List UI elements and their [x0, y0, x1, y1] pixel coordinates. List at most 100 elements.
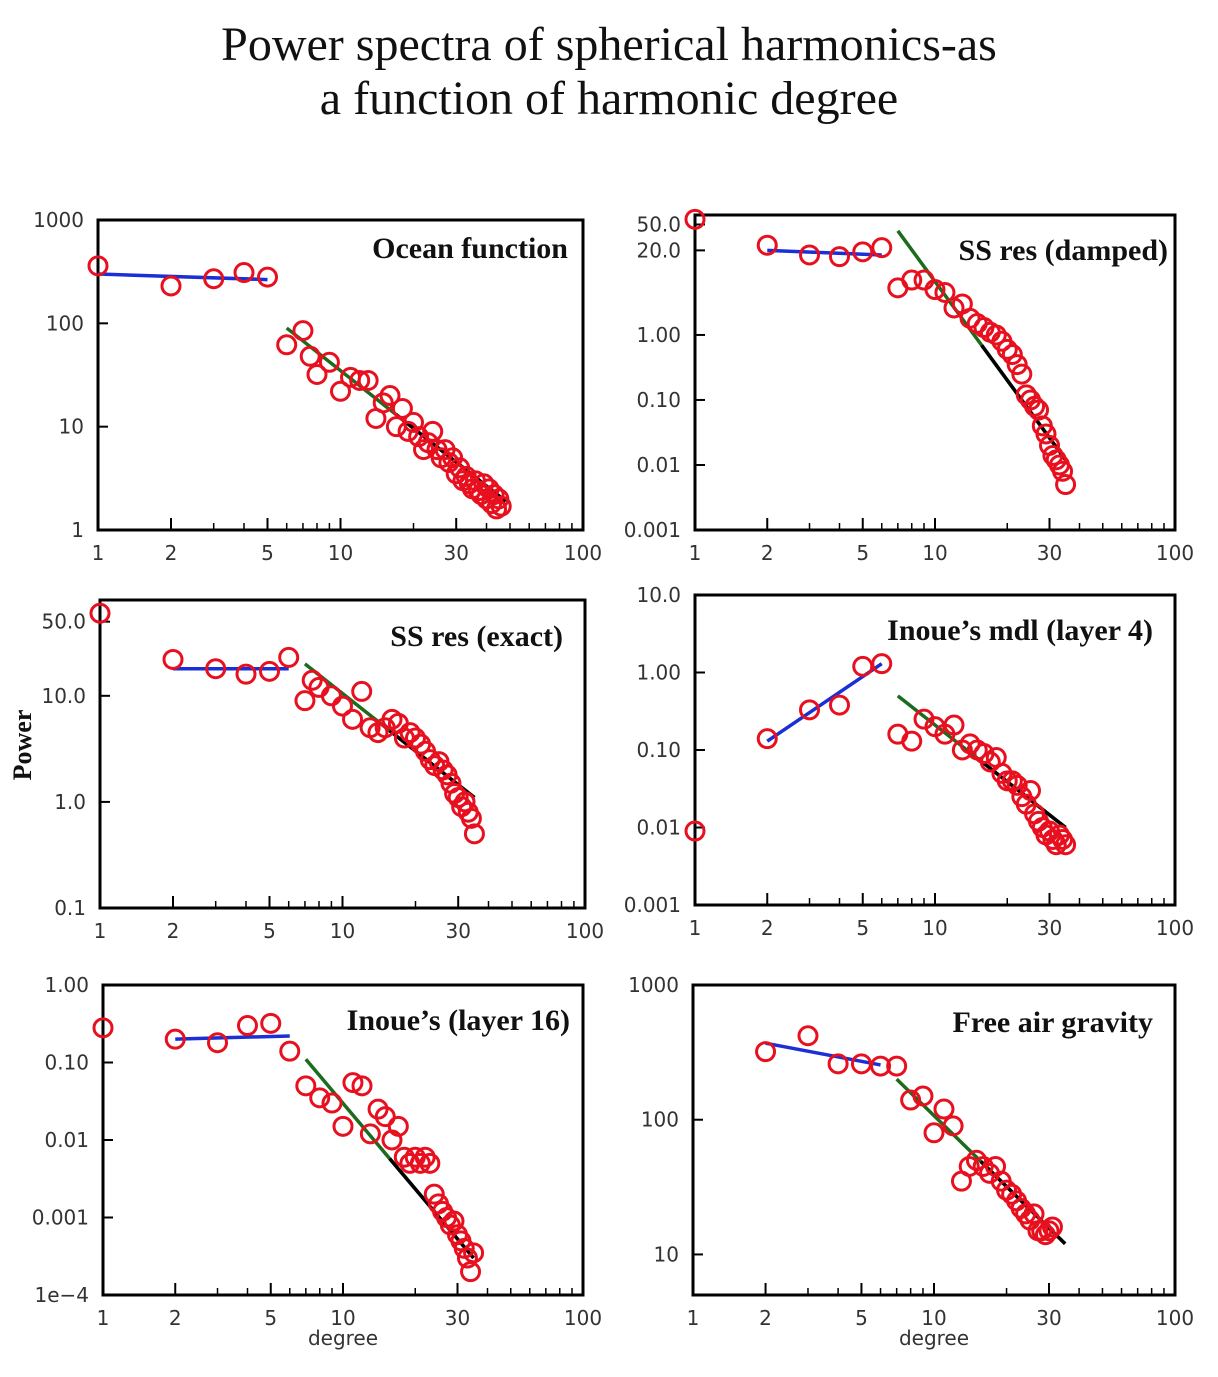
data-point	[1031, 1220, 1053, 1242]
x-tick-label: 100	[566, 919, 604, 943]
x-tick-label: 10	[921, 1306, 946, 1330]
y-tick-label: 0.01	[636, 453, 681, 477]
y-tick-label: 1e−4	[34, 1283, 89, 1307]
data-point	[755, 1041, 777, 1063]
data-point	[463, 823, 485, 845]
panel-title: Ocean function	[372, 232, 568, 265]
data-point	[332, 1115, 354, 1137]
data-point	[443, 1210, 465, 1232]
data-point	[799, 699, 821, 721]
data-point	[321, 1092, 343, 1114]
data-point	[852, 655, 874, 677]
y-tick-label: 100	[641, 1108, 679, 1132]
y-tick-label: 50.0	[41, 610, 86, 634]
fit-line-low	[175, 1034, 290, 1041]
figure-title: Power spectra of spherical harmonics-as …	[0, 18, 1218, 126]
y-tick-label: 1000	[33, 208, 84, 232]
y-tick-label: 50.0	[636, 213, 681, 237]
data-point	[799, 244, 821, 266]
data-point	[306, 363, 328, 385]
fit-line-low	[765, 1041, 881, 1067]
data-point	[797, 1025, 819, 1047]
y-tick-label: 0.10	[636, 388, 681, 412]
data-point	[423, 1183, 445, 1205]
data-point	[1041, 1216, 1063, 1238]
y-tick-label: 1.00	[636, 323, 681, 347]
x-tick-label: 2	[169, 1306, 182, 1330]
x-tick-label: 2	[759, 1306, 772, 1330]
data-point	[399, 722, 421, 744]
data-point	[1055, 834, 1077, 856]
title-line-2: a function of harmonic degree	[319, 72, 899, 125]
data-point	[235, 663, 257, 685]
data-point	[233, 262, 255, 284]
x-tick-label: 100	[1156, 1306, 1194, 1330]
data-point	[203, 268, 225, 290]
x-tick-label: 2	[165, 541, 178, 565]
x-tick-label: 1	[92, 541, 105, 565]
data-point	[402, 411, 424, 433]
data-point	[330, 380, 351, 402]
data-point	[456, 1247, 478, 1269]
data-point	[827, 1053, 849, 1075]
data-point	[1024, 395, 1046, 417]
data-point	[349, 369, 371, 391]
data-point	[294, 690, 316, 712]
y-tick-label: 1	[71, 518, 84, 542]
x-tick-label: 1	[97, 1306, 110, 1330]
data-point	[260, 1012, 282, 1034]
data-point	[387, 1115, 409, 1137]
x-tick-label: 30	[1036, 1306, 1061, 1330]
x-tick-label: 30	[443, 541, 468, 565]
data-point	[933, 1098, 955, 1120]
data-point	[1006, 774, 1028, 796]
data-point	[870, 1055, 892, 1077]
data-point	[162, 648, 184, 670]
x-tick-label: 100	[564, 1306, 602, 1330]
data-point	[92, 1017, 114, 1039]
data-point	[359, 1123, 381, 1145]
x-tick-label: 1	[687, 1306, 700, 1330]
y-tick-label: 0.01	[636, 816, 681, 840]
x-tick-label: 5	[855, 1306, 868, 1330]
panel-title: SS res (exact)	[390, 620, 563, 653]
data-point	[996, 338, 1018, 360]
data-point	[1055, 474, 1077, 496]
x-tick-label: 2	[761, 916, 774, 940]
y-tick-label: 10	[59, 415, 84, 439]
data-point	[985, 324, 1007, 346]
y-tick-label: 0.10	[44, 1051, 89, 1075]
data-point	[207, 1032, 229, 1054]
data-point	[357, 369, 379, 391]
data-point	[828, 246, 850, 268]
y-tick-label: 0.001	[32, 1206, 89, 1230]
x-tick-label: 5	[261, 541, 274, 565]
y-tick-label: 10	[654, 1242, 679, 1266]
y-tick-label: 0.1	[54, 896, 86, 920]
data-point	[89, 602, 111, 624]
y-tick-label: 0.001	[624, 518, 681, 542]
data-point	[160, 275, 182, 297]
data-point	[1011, 363, 1033, 385]
x-tick-label: 2	[167, 919, 180, 943]
data-point	[205, 658, 227, 680]
x-tick-label: 30	[445, 919, 470, 943]
fit-line-low	[767, 248, 882, 257]
y-tick-label: 100	[46, 311, 84, 335]
data-point	[1052, 460, 1074, 482]
x-tick-label: 100	[1156, 541, 1194, 565]
data-point	[236, 1015, 258, 1037]
data-point	[278, 646, 300, 668]
x-tick-label: 100	[1156, 916, 1194, 940]
data-point	[943, 714, 965, 736]
data-point	[276, 334, 298, 356]
x-axis-label: degree	[899, 1326, 969, 1350]
data-point	[972, 1155, 994, 1177]
data-point	[1020, 780, 1042, 802]
x-axis-label: degree	[308, 1326, 378, 1350]
data-point	[301, 669, 323, 691]
panel-title: Free air gravity	[953, 1006, 1153, 1039]
data-point	[871, 653, 893, 675]
x-tick-label: 5	[856, 541, 869, 565]
x-tick-label: 1	[689, 541, 702, 565]
